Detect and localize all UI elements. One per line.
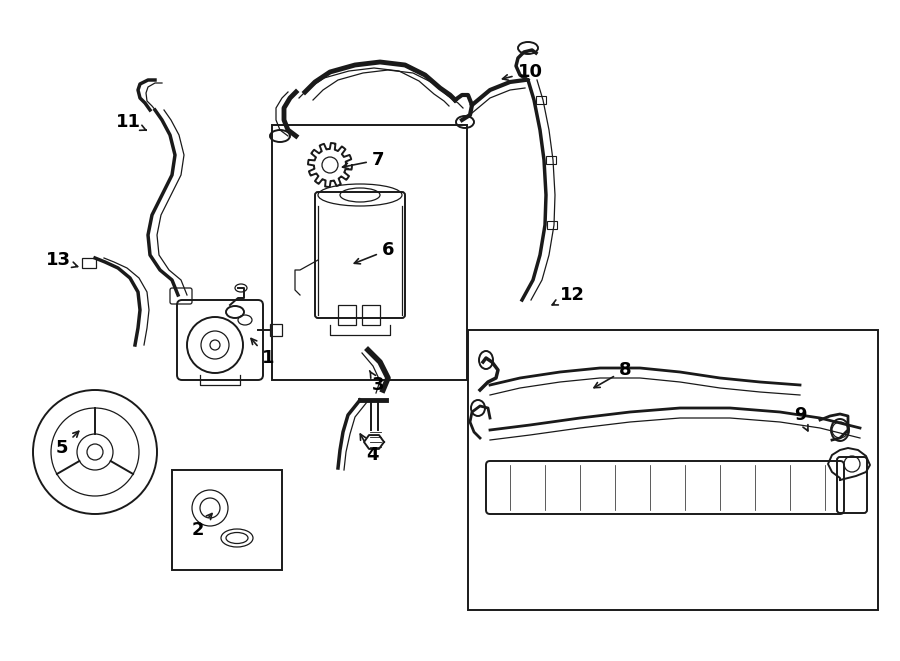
Bar [172,470,282,570]
Bar [362,305,380,325]
Text: 8: 8 [594,361,631,388]
Text: 9: 9 [794,406,808,431]
Text: 2: 2 [192,514,212,539]
Text: 11: 11 [115,113,146,131]
Bar [270,324,282,336]
Text: 5: 5 [56,431,78,457]
Text: 7: 7 [343,151,384,169]
Text: 10: 10 [502,63,543,81]
Text: 6: 6 [355,241,394,264]
Text: 12: 12 [552,286,584,305]
Bar [536,96,546,104]
Text: 4: 4 [360,434,378,464]
Bar [547,221,557,229]
Bar [468,330,878,610]
Text: 3: 3 [370,371,384,394]
Bar [82,258,96,268]
Text: 13: 13 [46,251,77,269]
Bar [272,125,467,380]
Text: 1: 1 [251,338,274,367]
Bar [546,156,556,164]
Bar [338,305,356,325]
